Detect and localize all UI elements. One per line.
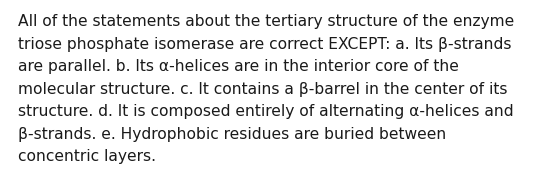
Text: are parallel. b. Its α-helices are in the interior core of the: are parallel. b. Its α-helices are in th… [18, 59, 459, 74]
Text: molecular structure. c. It contains a β-barrel in the center of its: molecular structure. c. It contains a β-… [18, 82, 507, 96]
Text: concentric layers.: concentric layers. [18, 149, 156, 164]
Text: triose phosphate isomerase are correct EXCEPT: a. Its β-strands: triose phosphate isomerase are correct E… [18, 36, 512, 52]
Text: structure. d. It is composed entirely of alternating α-helices and: structure. d. It is composed entirely of… [18, 104, 513, 119]
Text: All of the statements about the tertiary structure of the enzyme: All of the statements about the tertiary… [18, 14, 514, 29]
Text: β-strands. e. Hydrophobic residues are buried between: β-strands. e. Hydrophobic residues are b… [18, 127, 446, 142]
